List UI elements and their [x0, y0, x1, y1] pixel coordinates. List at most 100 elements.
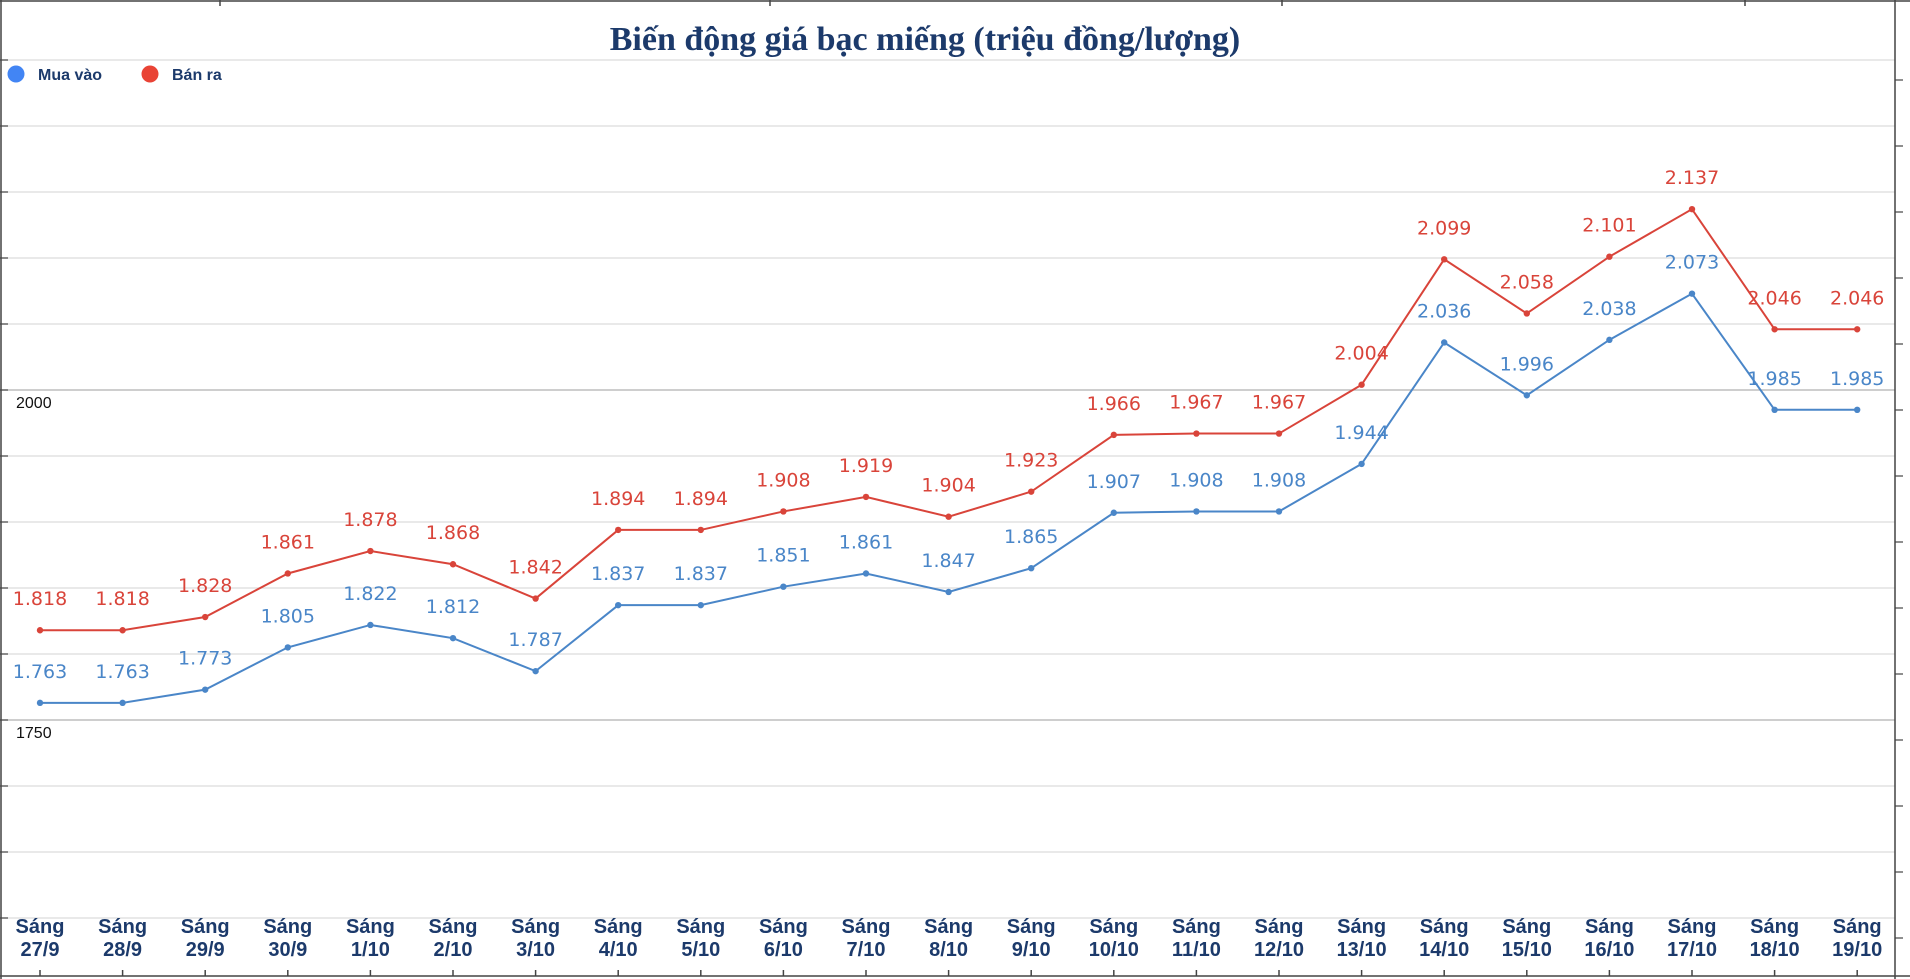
- legend-label: Mua vào: [38, 67, 102, 84]
- data-label: 1.966: [1087, 393, 1141, 415]
- data-point: [532, 667, 539, 675]
- data-label: 1.904: [921, 475, 975, 497]
- x-tick-label: Sáng 10/10: [1089, 916, 1139, 961]
- x-tick-label: Sáng 6/10: [759, 916, 808, 961]
- data-label: 1.812: [426, 596, 480, 618]
- x-tick-label: Sáng 2/10: [429, 916, 478, 961]
- data-label: 1.763: [13, 661, 67, 683]
- data-label: 2.099: [1417, 217, 1471, 239]
- data-point: [1688, 205, 1696, 213]
- data-label: 2.137: [1665, 167, 1719, 189]
- y-tick-label: 1750: [16, 725, 52, 742]
- data-point: [202, 686, 209, 693]
- data-point: [449, 561, 457, 568]
- grid: [0, 59, 1895, 919]
- chart-title: Biến động giá bạc miếng (triệu đồng/lượn…: [610, 21, 1241, 58]
- data-label: 2.058: [1500, 271, 1554, 293]
- data-label: 1.868: [426, 522, 480, 544]
- data-point: [1688, 290, 1696, 297]
- data-label: 1.967: [1252, 392, 1306, 414]
- data-point: [862, 493, 870, 501]
- x-axis: Sáng 27/9 Sáng 28/9 Sáng 29/9 Sáng 30/9 Sáng 1/10…: [16, 916, 1883, 961]
- data-label: 1.818: [13, 588, 67, 610]
- legend-item-ban-ra[interactable]: Bán ra: [141, 65, 222, 85]
- x-tick-label: Sáng 4/10: [594, 916, 643, 961]
- x-tick-label: Sáng 13/10: [1337, 916, 1387, 961]
- series: [36, 205, 1861, 707]
- x-tick-label: Sáng 18/10: [1750, 916, 1800, 961]
- data-label: 2.038: [1582, 298, 1636, 320]
- legend-marker: [141, 65, 159, 83]
- data-label: 1.847: [921, 550, 975, 572]
- data-label: 2.073: [1665, 252, 1719, 274]
- data-point: [615, 526, 622, 534]
- x-tick-label: Sáng 16/10: [1584, 916, 1634, 961]
- data-point: [1110, 509, 1118, 516]
- legend-label: Bán ra: [172, 67, 222, 84]
- data-point: [697, 526, 704, 534]
- data-label: 1.773: [178, 648, 232, 670]
- data-point: [36, 627, 44, 634]
- data-point: [1193, 508, 1200, 515]
- legend-marker: [7, 65, 25, 83]
- x-tick-label: Sáng 14/10: [1419, 916, 1469, 961]
- x-tick-label: Sáng 28/9: [98, 916, 147, 961]
- data-label: 1.878: [343, 509, 397, 531]
- data-label: 1.908: [756, 469, 810, 491]
- x-tick-label: Sáng 29/9: [181, 916, 230, 961]
- data-label: 1.985: [1747, 368, 1801, 390]
- x-tick-label: Sáng 27/9: [16, 916, 65, 961]
- data-point: [1854, 326, 1861, 333]
- data-point: [697, 601, 704, 609]
- x-tick-label: Sáng 5/10: [676, 916, 725, 961]
- x-tick-label: Sáng 8/10: [924, 916, 973, 961]
- x-tick-label: Sáng 12/10: [1254, 916, 1304, 961]
- legend-item-mua-vao[interactable]: Mua vào: [7, 65, 103, 85]
- data-point: [1523, 392, 1531, 399]
- x-tick-label: Sáng 11/10: [1172, 916, 1221, 961]
- x-tick-label: Sáng 7/10: [842, 916, 891, 961]
- data-label: 1.908: [1169, 469, 1223, 491]
- data-point: [780, 583, 787, 590]
- data-label: 1.967: [1169, 392, 1223, 414]
- data-point: [1771, 406, 1778, 413]
- data-point: [1771, 326, 1778, 333]
- data-point: [1441, 339, 1448, 346]
- data-point: [119, 627, 126, 634]
- data-point: [1606, 253, 1613, 260]
- data-label: 2.046: [1747, 287, 1801, 309]
- data-point: [780, 508, 787, 515]
- data-labels: 1.763 1.763 1.773 1.805 1.822 1.812 1.787 1.837…: [13, 167, 1885, 683]
- data-label: 1.822: [343, 583, 397, 605]
- data-label: 1.818: [95, 588, 149, 610]
- data-label: 2.046: [1830, 287, 1884, 309]
- data-point: [1358, 460, 1365, 468]
- data-label: 1.865: [1004, 526, 1058, 548]
- data-label: 1.923: [1004, 450, 1058, 472]
- legend[interactable]: Mua vào Bán ra: [7, 65, 222, 85]
- data-point: [862, 570, 870, 577]
- data-label: 1.985: [1830, 368, 1884, 390]
- data-label: 1.837: [674, 563, 728, 585]
- x-tick-label: Sáng 1/10: [346, 916, 395, 961]
- data-label: 1.919: [839, 455, 893, 477]
- x-tick-label: Sáng 15/10: [1502, 916, 1552, 961]
- data-point: [1110, 431, 1118, 439]
- data-point: [367, 547, 374, 555]
- data-label: 1.908: [1252, 469, 1306, 491]
- data-point: [532, 595, 539, 602]
- data-point: [945, 588, 952, 596]
- data-point: [1358, 381, 1365, 388]
- data-label: 1.828: [178, 575, 232, 597]
- x-tick-label: Sáng 30/9: [263, 916, 312, 961]
- data-label: 2.004: [1334, 343, 1388, 365]
- y-tick-label: 2000: [16, 395, 52, 412]
- data-point: [284, 644, 291, 651]
- series-line-mua-vao: [40, 292, 1858, 704]
- data-point: [1028, 565, 1035, 572]
- data-point: [1854, 406, 1861, 413]
- data-label: 1.996: [1500, 353, 1554, 375]
- x-tick-label: Sáng 9/10: [1007, 916, 1056, 961]
- data-point: [1523, 310, 1531, 317]
